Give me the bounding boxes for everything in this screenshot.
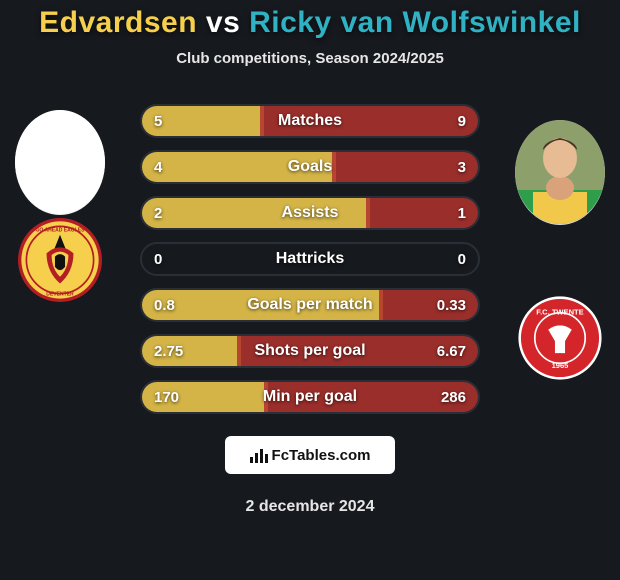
- subtitle: Club competitions, Season 2024/2025: [0, 50, 620, 67]
- stat-value-left: 4: [154, 159, 162, 176]
- stat-bar-left: [142, 152, 336, 182]
- stat-value-right: 3: [458, 159, 466, 176]
- stat-value-right: 6.67: [437, 343, 466, 360]
- stat-value-left: 0: [154, 251, 162, 268]
- comparison-title: Edvardsen vs Ricky van Wolfswinkel: [0, 0, 620, 40]
- brand-text: FcTables.com: [272, 447, 371, 464]
- stat-row: 2.756.67Shots per goal: [140, 334, 480, 368]
- stat-value-right: 9: [458, 113, 466, 130]
- stat-bar-right: [332, 152, 478, 182]
- stat-value-left: 170: [154, 389, 179, 406]
- stat-row: 0.80.33Goals per match: [140, 288, 480, 322]
- stat-row: 59Matches: [140, 104, 480, 138]
- stat-bar-left: [142, 290, 383, 320]
- stats-table: 59Matches43Goals21Assists00Hattricks0.80…: [0, 104, 620, 426]
- stat-value-right: 286: [441, 389, 466, 406]
- stat-value-left: 2: [154, 205, 162, 222]
- title-player-right: Ricky van Wolfswinkel: [249, 6, 581, 39]
- stat-value-left: 5: [154, 113, 162, 130]
- stat-value-left: 0.8: [154, 297, 175, 314]
- stat-value-right: 0: [458, 251, 466, 268]
- stat-row: 21Assists: [140, 196, 480, 230]
- stat-value-right: 1: [458, 205, 466, 222]
- title-vs: vs: [206, 6, 240, 39]
- generated-date: 2 december 2024: [0, 498, 620, 516]
- brand-badge: FcTables.com: [225, 436, 395, 474]
- stat-row: 170286Min per goal: [140, 380, 480, 414]
- stat-label: Hattricks: [142, 250, 478, 268]
- stat-value-right: 0.33: [437, 297, 466, 314]
- title-player-left: Edvardsen: [39, 6, 197, 39]
- brand-logo-icon: [250, 447, 268, 463]
- stat-row: 0 0Hattricks: [140, 242, 480, 276]
- stat-value-left: 2.75: [154, 343, 183, 360]
- stat-bar-right: [260, 106, 478, 136]
- stat-bar-left: [142, 198, 370, 228]
- stat-row: 43Goals: [140, 150, 480, 184]
